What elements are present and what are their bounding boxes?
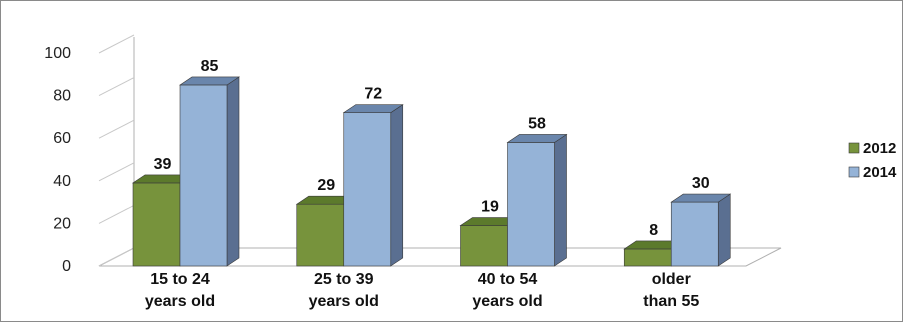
bar-side bbox=[226, 76, 240, 267]
y-tick-label: 0 bbox=[62, 258, 71, 275]
bar-2014-0 bbox=[179, 76, 240, 267]
bar-top bbox=[179, 76, 240, 86]
x-tick-label: years old bbox=[309, 293, 379, 310]
data-label: 85 bbox=[201, 58, 219, 75]
gridline-20 bbox=[98, 204, 135, 224]
y-axis: 0 20 40 60 80 100 bbox=[44, 45, 71, 275]
y-tick-label: 40 bbox=[53, 173, 71, 190]
x-tick-label: 25 to 39 bbox=[314, 271, 374, 288]
x-tick-label: years old bbox=[472, 293, 542, 310]
bars bbox=[132, 76, 732, 267]
back-wall-edge bbox=[98, 37, 135, 267]
data-label: 30 bbox=[692, 175, 710, 192]
bar-front bbox=[623, 248, 672, 267]
bar-side bbox=[717, 193, 731, 267]
data-label: 19 bbox=[481, 199, 499, 216]
bar-2014-2 bbox=[506, 133, 568, 267]
bar-top bbox=[670, 193, 732, 203]
bar-side bbox=[554, 133, 567, 267]
x-axis: 15 to 24 years old 25 to 39 years old 40 to … bbox=[145, 271, 699, 310]
legend: 2012 2014 bbox=[848, 140, 897, 181]
data-label: 8 bbox=[649, 222, 658, 239]
bar-front bbox=[460, 225, 508, 267]
bar-front bbox=[179, 84, 228, 267]
gridline-40 bbox=[98, 162, 135, 182]
bar-side bbox=[390, 104, 404, 267]
bar-front bbox=[507, 142, 555, 267]
data-label: 72 bbox=[364, 86, 382, 103]
bar-front bbox=[296, 203, 345, 267]
gridline-100 bbox=[98, 34, 135, 54]
gridline-80 bbox=[98, 77, 135, 97]
legend-swatch-2014 bbox=[848, 166, 860, 178]
x-tick-label: 15 to 24 bbox=[150, 271, 210, 288]
bar-front bbox=[670, 201, 719, 267]
y-tick-label: 20 bbox=[53, 215, 71, 232]
x-tick-label: than 55 bbox=[643, 293, 699, 310]
data-labels: 39 85 29 72 19 58 8 30 bbox=[154, 58, 710, 239]
x-tick-label: older bbox=[652, 271, 691, 288]
data-label: 29 bbox=[317, 177, 335, 194]
bar-2014-3 bbox=[670, 193, 732, 267]
bar-top bbox=[506, 134, 568, 143]
bar-2014-1 bbox=[342, 104, 404, 267]
bar-front bbox=[132, 182, 181, 267]
gridline-0 bbox=[98, 247, 135, 267]
gridline-60 bbox=[98, 119, 135, 139]
y-tick-label: 80 bbox=[53, 88, 71, 105]
data-label: 58 bbox=[528, 115, 546, 132]
x-tick-label: years old bbox=[145, 293, 215, 310]
y-tick-label: 60 bbox=[53, 130, 71, 147]
bar-front bbox=[343, 112, 392, 267]
bar-top bbox=[342, 104, 404, 113]
data-label: 39 bbox=[154, 156, 172, 173]
x-tick-label: 40 to 54 bbox=[478, 271, 538, 288]
legend-swatch-2012 bbox=[848, 142, 860, 154]
legend-label: 2012 bbox=[863, 140, 896, 157]
y-tick-label: 100 bbox=[44, 45, 71, 62]
legend-label: 2014 bbox=[863, 164, 897, 181]
